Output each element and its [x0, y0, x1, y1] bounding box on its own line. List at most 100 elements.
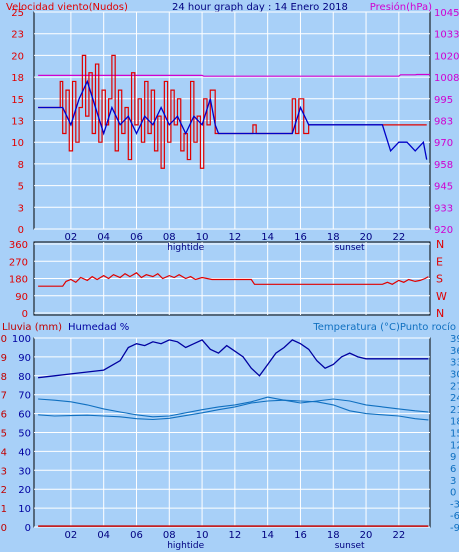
- series-pressure: [38, 73, 430, 77]
- temperature-tick-label: 3: [450, 476, 456, 487]
- temperature-tick-label: 15: [450, 429, 459, 440]
- temperature-tick-label: 9: [450, 452, 456, 463]
- rain-tick-label: 5: [1, 429, 7, 440]
- pressure-tick-label: 1045: [434, 8, 459, 19]
- rain-tick-label: 8: [1, 372, 7, 383]
- x-tick-label: 20: [360, 530, 373, 541]
- x-tick-label: 06: [130, 530, 143, 541]
- pressure-tick-label: 958: [434, 160, 453, 171]
- rain-tick-label: 3: [1, 466, 7, 477]
- series-humidity: [38, 339, 429, 379]
- pressure-tick-label: 933: [434, 203, 453, 214]
- wind-tick-label: 20: [11, 51, 24, 62]
- pressure-tick-label: 983: [434, 117, 453, 128]
- wind-tick-label: 13: [11, 117, 24, 128]
- wind-tick-label: 5: [18, 182, 24, 193]
- direction-tick-label: 180: [9, 275, 28, 286]
- humidity-tick-label: 10: [18, 504, 31, 515]
- rain-tick-label: 9: [1, 353, 7, 364]
- wind-tick-label: 18: [11, 73, 24, 84]
- temperature-tick-label: 30: [450, 369, 459, 380]
- x-tick-label: 10: [196, 530, 209, 541]
- direction-tick-label: 0: [22, 309, 28, 320]
- rain-tick-label: 10: [0, 334, 7, 345]
- rain-tick-label: 7: [1, 391, 7, 402]
- x-tick-label: 22: [392, 530, 405, 541]
- rain-axis-title: Lluvia (mm): [2, 322, 62, 333]
- series-wind-gust: [38, 54, 427, 169]
- pressure-axis-title: Presión(hPa): [370, 1, 432, 13]
- humidity-tick-label: 80: [18, 372, 31, 383]
- marker-sunset: sunset: [335, 243, 365, 253]
- x-tick-label: 02: [65, 232, 78, 243]
- x-tick-label: 14: [261, 232, 274, 243]
- x-tick-label: 12: [229, 232, 242, 243]
- wind-tick-label: 23: [11, 30, 24, 41]
- temperature-axis-title: Temperatura (°C)Punto rocío: [312, 321, 456, 333]
- temperature-tick-label: 6: [450, 464, 456, 475]
- x-tick-label: 08: [163, 232, 176, 243]
- rain-tick-label: 6: [1, 410, 7, 421]
- temperature-tick-label: 33: [450, 358, 459, 369]
- humidity-tick-label: 20: [18, 485, 31, 496]
- temperature-tick-label: 12: [450, 440, 459, 451]
- humidity-tick-label: 70: [18, 391, 31, 402]
- wind-tick-label: 3: [18, 203, 24, 214]
- humidity-tick-label: 60: [18, 410, 31, 421]
- compass-label: S: [436, 273, 443, 286]
- pressure-tick-label: 1008: [434, 73, 459, 84]
- wind-tick-label: 25: [11, 8, 24, 19]
- x-tick-label: 04: [97, 530, 110, 541]
- wind-tick-label: 15: [11, 95, 24, 106]
- temperature-tick-label: 18: [450, 417, 459, 428]
- pressure-tick-label: 945: [434, 182, 453, 193]
- pressure-tick-label: 920: [434, 225, 453, 236]
- marker-hightide: hightide: [167, 243, 204, 253]
- x-tick-label: 10: [196, 232, 209, 243]
- graph-title: 24 hour graph day : 14 Enero 2018: [172, 2, 348, 13]
- marker-sunset: sunset: [335, 541, 365, 551]
- wind-tick-label: 8: [18, 160, 24, 171]
- temperature-tick-label: 21: [450, 405, 459, 416]
- series-wind-direction: [38, 272, 429, 287]
- humidity-tick-label: 50: [18, 429, 31, 440]
- wind-axis-title: Velocidad viento(Nudos): [6, 2, 128, 13]
- x-tick-label: 04: [97, 232, 110, 243]
- temperature-tick-label: 0: [450, 488, 456, 499]
- temperature-tick-label: -6: [450, 511, 459, 522]
- humidity-tick-label: 100: [12, 334, 31, 345]
- x-tick-label: 16: [294, 530, 307, 541]
- humidity-axis-title: Humedad %: [68, 322, 129, 333]
- compass-label: N: [436, 307, 444, 320]
- rain-tick-label: 2: [1, 485, 7, 496]
- x-tick-label: 02: [65, 530, 78, 541]
- x-tick-label: 12: [229, 530, 242, 541]
- x-tick-label: 08: [163, 530, 176, 541]
- wind-tick-label: 0: [18, 225, 24, 236]
- compass-label: W: [436, 290, 447, 303]
- compass-label: E: [436, 255, 443, 268]
- grid-layer: [34, 11, 430, 528]
- pressure-tick-label: 1020: [434, 51, 459, 62]
- pressure-tick-label: 995: [434, 95, 453, 106]
- humidity-tick-label: 40: [18, 447, 31, 458]
- direction-tick-label: 270: [9, 257, 28, 268]
- x-tick-label: 18: [327, 232, 340, 243]
- direction-tick-label: 90: [15, 292, 28, 303]
- series-layer: [38, 54, 430, 527]
- x-tick-label: 06: [130, 232, 143, 243]
- rain-tick-label: 4: [1, 447, 7, 458]
- x-tick-label: 20: [360, 232, 373, 243]
- temperature-tick-label: 27: [450, 381, 459, 392]
- x-tick-label: 18: [327, 530, 340, 541]
- rain-tick-label: 1: [1, 504, 7, 515]
- wind-tick-label: 10: [11, 138, 24, 149]
- humidity-tick-label: 30: [18, 466, 31, 477]
- humidity-tick-label: 0: [25, 523, 31, 534]
- humidity-tick-label: 90: [18, 353, 31, 364]
- temperature-tick-label: 39: [450, 334, 459, 345]
- x-tick-label: 22: [392, 232, 405, 243]
- rain-tick-label: 0: [1, 523, 7, 534]
